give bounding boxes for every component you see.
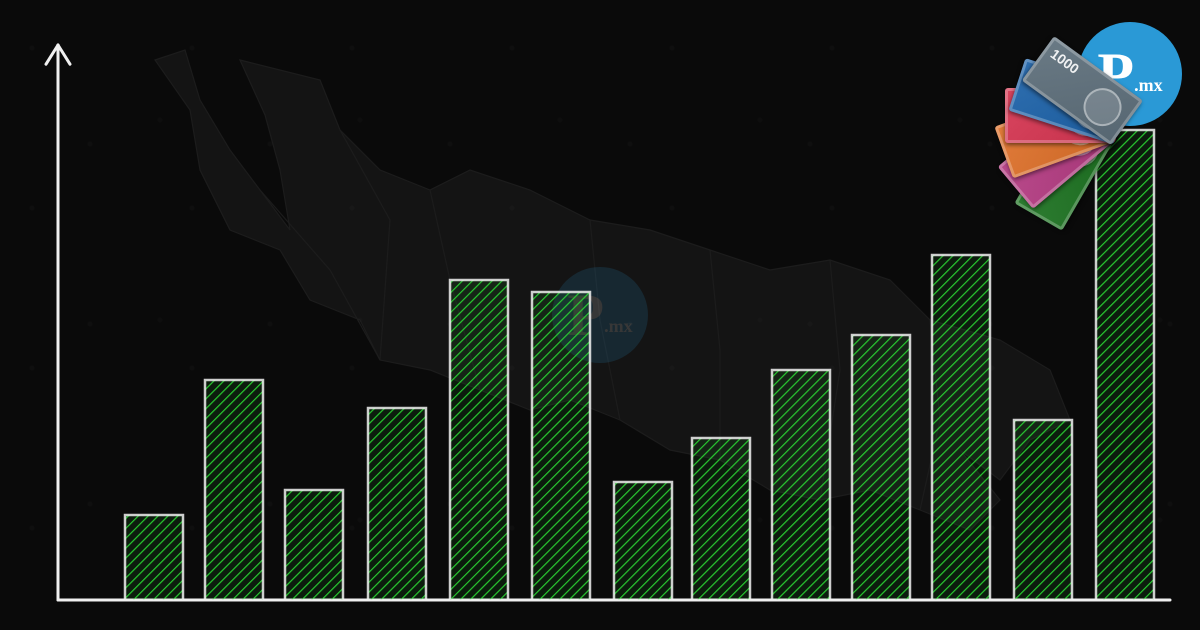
bar-5 <box>450 280 508 600</box>
bar-4 <box>368 408 426 600</box>
bar-3 <box>285 490 343 600</box>
bar-13 <box>1096 130 1154 600</box>
bar-8 <box>692 438 750 600</box>
bar-6 <box>532 292 590 600</box>
bar-10 <box>852 335 910 600</box>
bar-12 <box>1014 420 1072 600</box>
bar-2 <box>205 380 263 600</box>
infographic-canvas: P .mx 200501001005001000 P .mx <box>0 0 1200 630</box>
bar-7 <box>614 482 672 600</box>
brand-logo-suffix: .mx <box>1134 75 1163 96</box>
bar-9 <box>772 370 830 600</box>
bar-11 <box>932 255 990 600</box>
bar-1 <box>125 515 183 600</box>
